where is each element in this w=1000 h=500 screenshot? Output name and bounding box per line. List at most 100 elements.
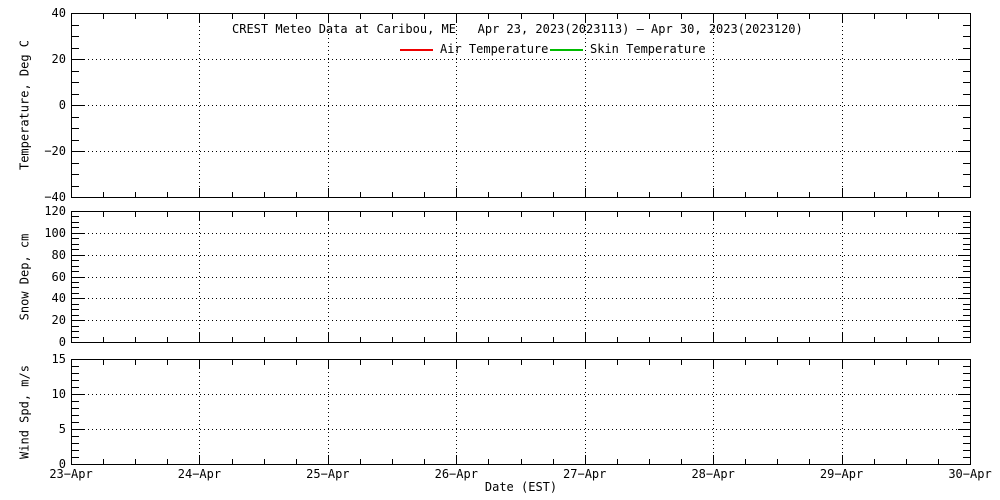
x-tick — [488, 212, 489, 217]
y-tick — [72, 243, 79, 245]
y-tick — [72, 232, 84, 234]
y-tick — [963, 70, 970, 72]
x-tick — [264, 459, 265, 464]
y-tick — [72, 331, 79, 333]
y-tick — [963, 82, 970, 83]
x-tick — [232, 360, 233, 365]
y-tick — [963, 128, 970, 129]
x-tick — [103, 360, 104, 365]
x-tick — [71, 333, 72, 342]
y-tick — [72, 394, 84, 395]
x-tick — [777, 337, 778, 342]
y-tick — [958, 105, 970, 106]
horizontal-gridline — [72, 151, 969, 152]
y-tick — [958, 59, 970, 60]
x-tick — [71, 360, 72, 369]
x-tick — [135, 459, 136, 464]
y-tick — [958, 320, 970, 322]
vertical-gridline — [199, 212, 200, 342]
vertical-gridline — [585, 14, 586, 197]
y-tick — [963, 287, 970, 289]
y-tick — [72, 260, 79, 262]
x-tick — [392, 337, 393, 342]
x-tick — [296, 212, 297, 217]
x-tick — [392, 360, 393, 365]
x-tick — [617, 212, 618, 217]
y-tick — [72, 70, 79, 72]
horizontal-gridline — [72, 298, 969, 300]
x-tick — [906, 459, 907, 464]
x-tick — [906, 337, 907, 342]
x-tick — [264, 212, 265, 217]
x-tick — [809, 192, 810, 197]
x-tick — [553, 360, 554, 365]
y-tick — [72, 359, 84, 360]
x-tick — [360, 212, 361, 217]
y-tick — [963, 265, 970, 267]
horizontal-gridline — [72, 105, 969, 106]
y-tick-label: 100 — [44, 225, 66, 240]
x-tick — [424, 14, 425, 19]
x-tick — [488, 459, 489, 464]
x-tick — [232, 337, 233, 342]
y-tick — [72, 320, 84, 322]
y-tick — [72, 287, 79, 289]
y-tick — [72, 216, 79, 218]
x-tick — [777, 212, 778, 217]
y-tick — [963, 139, 970, 141]
x-tick-label: 26−Apr — [434, 467, 478, 481]
temperature-panel — [71, 13, 971, 198]
x-tick-label: 27−Apr — [563, 467, 607, 481]
y-tick — [72, 105, 84, 106]
y-tick — [72, 36, 79, 37]
x-tick — [617, 14, 618, 19]
x-tick — [103, 459, 104, 464]
x-tick — [103, 192, 104, 197]
y-tick-label: 40 — [51, 6, 66, 20]
x-tick-label: 25−Apr — [306, 467, 350, 481]
vertical-gridline — [842, 14, 843, 197]
x-tick-label: 28−Apr — [691, 467, 735, 481]
x-tick — [232, 192, 233, 197]
y-tick — [72, 325, 79, 327]
horizontal-gridline — [72, 429, 969, 430]
x-tick — [521, 360, 522, 365]
x-tick — [809, 337, 810, 342]
x-tick — [970, 212, 971, 221]
x-tick — [135, 360, 136, 365]
x-tick — [167, 212, 168, 217]
x-tick — [553, 459, 554, 464]
y-tick — [963, 47, 970, 49]
y-tick-label: 0 — [58, 457, 66, 471]
x-tick — [938, 14, 939, 19]
y-tick — [963, 325, 970, 327]
y-tick — [963, 116, 970, 118]
y-tick — [72, 408, 79, 409]
vertical-gridline — [328, 360, 329, 464]
vertical-gridline — [328, 14, 329, 197]
x-tick — [360, 337, 361, 342]
x-tick — [777, 192, 778, 197]
x-tick — [649, 459, 650, 464]
y-tick — [72, 254, 84, 256]
x-tick — [488, 337, 489, 342]
y-tick — [958, 151, 970, 152]
x-tick — [906, 192, 907, 197]
x-tick — [296, 192, 297, 197]
x-tick — [970, 360, 971, 369]
x-tick — [521, 337, 522, 342]
x-tick — [745, 14, 746, 19]
x-tick — [681, 192, 682, 197]
x-tick — [970, 455, 971, 464]
x-tick — [71, 188, 72, 197]
y-tick — [72, 47, 79, 49]
x-tick — [296, 337, 297, 342]
vertical-gridline — [456, 14, 457, 197]
y-tick — [72, 116, 79, 118]
y-tick — [72, 443, 79, 444]
vertical-gridline — [842, 360, 843, 464]
y-tick — [72, 436, 79, 437]
x-tick — [264, 14, 265, 19]
x-tick — [296, 459, 297, 464]
x-tick — [649, 192, 650, 197]
